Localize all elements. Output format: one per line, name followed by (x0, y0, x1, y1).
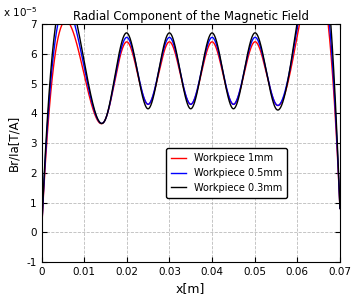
Workpiece 1mm (60, 22, 65, 26)
Workpiece 1mm (338, 207, 342, 210)
Line: Workpiece 1mm: Workpiece 1mm (41, 24, 340, 232)
Workpiece 1mm (167, 40, 171, 44)
Line: Workpiece 0.3mm: Workpiece 0.3mm (41, 24, 340, 232)
Legend: Workpiece 1mm, Workpiece 0.5mm, Workpiece 0.3mm: Workpiece 1mm, Workpiece 0.5mm, Workpiec… (166, 148, 287, 198)
Workpiece 1mm (300, 22, 304, 26)
Workpiece 0.5mm (167, 36, 171, 39)
Workpiece 0.3mm (91, 104, 96, 107)
Workpiece 1mm (332, 97, 336, 101)
Workpiece 0.5mm (74, 26, 78, 30)
Line: Workpiece 0.5mm: Workpiece 0.5mm (41, 24, 340, 232)
Y-axis label: Br/Ia[T/A]: Br/Ia[T/A] (8, 115, 21, 171)
Workpiece 0.3mm (167, 31, 171, 35)
Workpiece 0.5mm (300, 22, 304, 26)
Workpiece 0.3mm (54, 22, 58, 26)
Workpiece 0.5mm (154, 82, 158, 85)
Workpiece 0.5mm (91, 106, 96, 109)
X-axis label: x[m]: x[m] (176, 282, 205, 296)
Workpiece 1mm (74, 38, 78, 42)
Workpiece 0.3mm (74, 22, 78, 26)
Workpiece 0.3mm (300, 22, 304, 26)
Text: x $10^{-5}$: x $10^{-5}$ (3, 5, 37, 19)
Workpiece 0.3mm (154, 83, 158, 87)
Workpiece 0.5mm (56, 22, 60, 26)
Workpiece 0.3mm (39, 231, 44, 234)
Workpiece 0.5mm (39, 231, 44, 234)
Workpiece 0.3mm (338, 207, 342, 210)
Workpiece 0.5mm (338, 207, 342, 210)
Title: Radial Component of the Magnetic Field: Radial Component of the Magnetic Field (73, 10, 309, 23)
Workpiece 0.3mm (332, 77, 336, 80)
Workpiece 1mm (91, 109, 96, 112)
Workpiece 0.5mm (332, 88, 336, 92)
Workpiece 1mm (39, 231, 44, 234)
Workpiece 1mm (154, 83, 158, 86)
